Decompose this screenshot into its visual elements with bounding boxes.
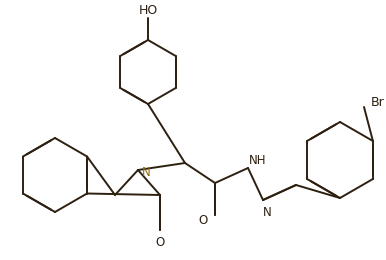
Text: N: N	[142, 166, 151, 179]
Text: HO: HO	[138, 3, 157, 16]
Text: O: O	[156, 236, 164, 249]
Text: N: N	[262, 205, 271, 218]
Text: Br: Br	[371, 96, 385, 109]
Text: NH: NH	[249, 153, 267, 166]
Text: O: O	[198, 214, 208, 228]
